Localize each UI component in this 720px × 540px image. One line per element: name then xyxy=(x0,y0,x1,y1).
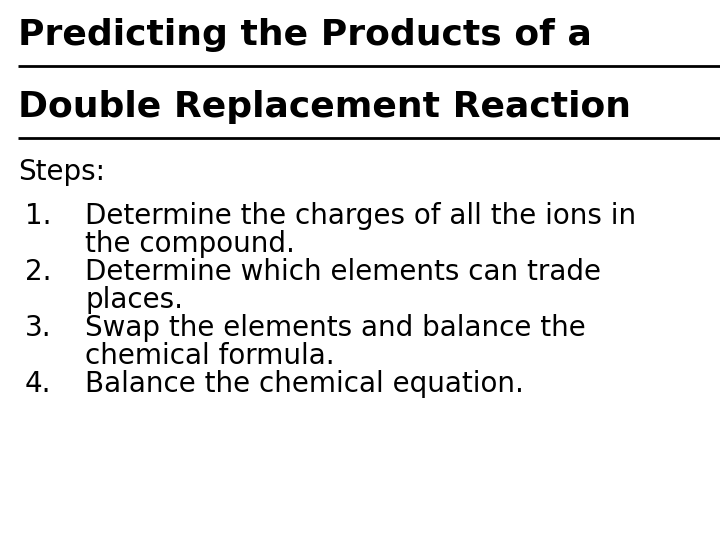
Text: Swap the elements and balance the: Swap the elements and balance the xyxy=(85,314,586,342)
Text: Predicting the Products of a: Predicting the Products of a xyxy=(18,18,592,52)
Text: Balance the chemical equation.: Balance the chemical equation. xyxy=(85,370,524,398)
Text: Double Replacement Reaction: Double Replacement Reaction xyxy=(18,90,631,124)
Text: 1.: 1. xyxy=(25,202,52,230)
Text: Steps:: Steps: xyxy=(18,158,105,186)
Text: 2.: 2. xyxy=(25,258,52,286)
Text: 4.: 4. xyxy=(25,370,52,398)
Text: Determine the charges of all the ions in: Determine the charges of all the ions in xyxy=(85,202,636,230)
Text: chemical formula.: chemical formula. xyxy=(85,342,335,370)
Text: the compound.: the compound. xyxy=(85,230,295,258)
Text: Determine which elements can trade: Determine which elements can trade xyxy=(85,258,601,286)
Text: 3.: 3. xyxy=(25,314,52,342)
Text: places.: places. xyxy=(85,286,183,314)
